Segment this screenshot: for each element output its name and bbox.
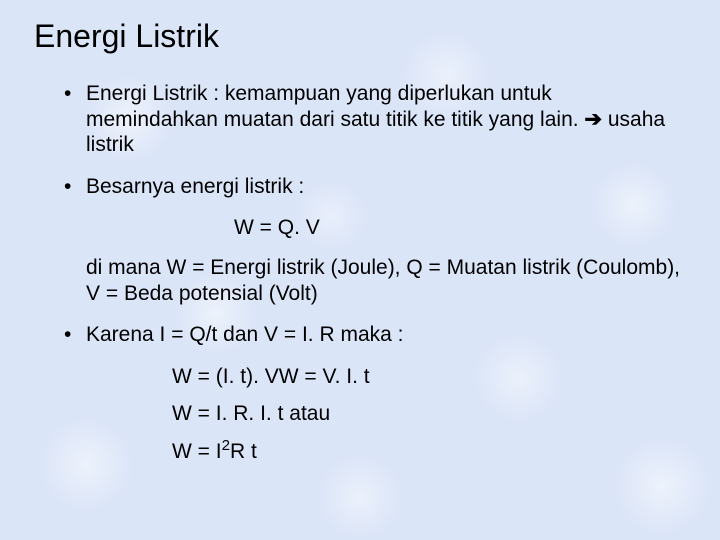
bullet-derivation: Karena I = Q/t dan V = I. R maka :: [64, 322, 686, 348]
formula-line-1: W = (I. t). VW = V. I. t: [64, 364, 686, 390]
bullet-definition: Energi Listrik : kemampuan yang diperluk…: [64, 81, 686, 158]
explanation-units: di mana W = Energi listrik (Joule), Q = …: [64, 255, 686, 306]
bullet-definition-text-pre: Energi Listrik : kemampuan yang diperluk…: [86, 82, 584, 131]
formula-line-3-sup: 2: [222, 437, 230, 454]
formula-line-3: W = I2R t: [64, 439, 686, 465]
formula-line-2: W = I. R. I. t atau: [64, 401, 686, 427]
slide: Energi Listrik Energi Listrik : kemampua…: [0, 0, 720, 540]
arrow-icon: ➔: [584, 108, 602, 131]
formula-wqv: W = Q. V: [64, 215, 686, 241]
bullet-magnitude: Besarnya energi listrik :: [64, 174, 686, 200]
slide-body: Energi Listrik : kemampuan yang diperluk…: [34, 81, 686, 465]
slide-title: Energi Listrik: [34, 18, 686, 55]
formula-line-3-post: R t: [230, 440, 257, 463]
formula-line-3-pre: W = I: [172, 440, 222, 463]
